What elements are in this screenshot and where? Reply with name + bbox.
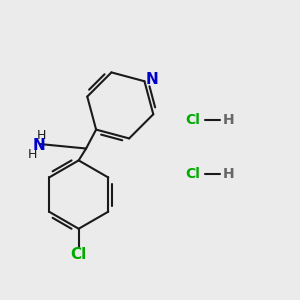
Text: N: N: [32, 138, 45, 153]
Text: H: H: [223, 113, 234, 127]
Text: Cl: Cl: [186, 167, 200, 181]
Text: Cl: Cl: [186, 113, 200, 127]
Text: H: H: [37, 129, 46, 142]
Text: H: H: [223, 167, 234, 181]
Text: N: N: [146, 72, 158, 87]
Text: Cl: Cl: [70, 247, 87, 262]
Text: H: H: [28, 148, 37, 161]
